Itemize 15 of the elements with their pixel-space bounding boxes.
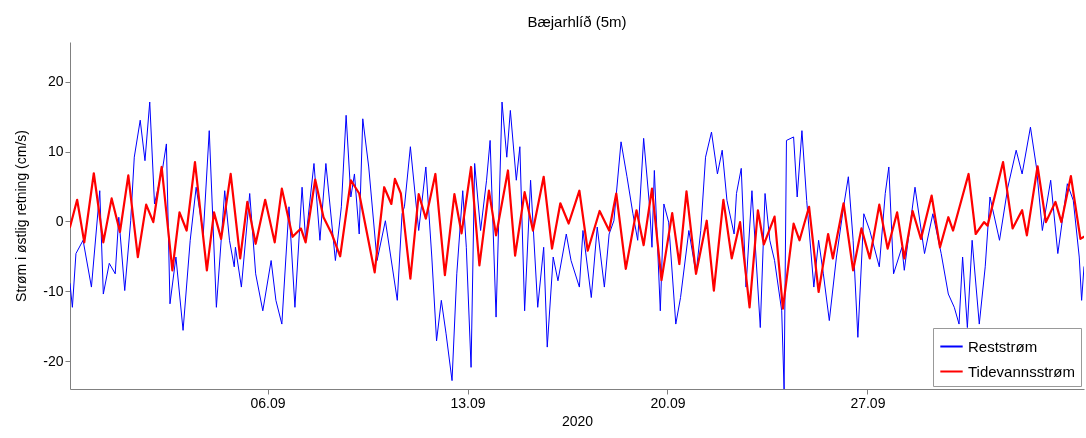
y-tick-label: 10 [47, 143, 64, 160]
x-tick-label: 06.09 [250, 394, 286, 411]
legend-label: Tidevannsstrøm [968, 362, 1075, 380]
x-tick-label: 20.09 [650, 394, 686, 411]
line-series [70, 160, 1084, 310]
y-tick-label: 0 [55, 212, 64, 229]
x-axis-title: 2020 [561, 412, 594, 429]
y-tick-label: -20 [43, 352, 64, 369]
x-tick-label: 13.09 [450, 394, 486, 411]
x-tick-label: 27.09 [850, 394, 886, 411]
legend-label: Reststrøm [968, 337, 1038, 355]
y-tick-label: 20 [47, 73, 64, 90]
y-axis-title: Strøm i østlig retning (cm/s) [13, 130, 30, 302]
y-tick-label: -10 [43, 282, 64, 299]
chart-title: Bæjarhlíð (5m) [527, 13, 627, 30]
